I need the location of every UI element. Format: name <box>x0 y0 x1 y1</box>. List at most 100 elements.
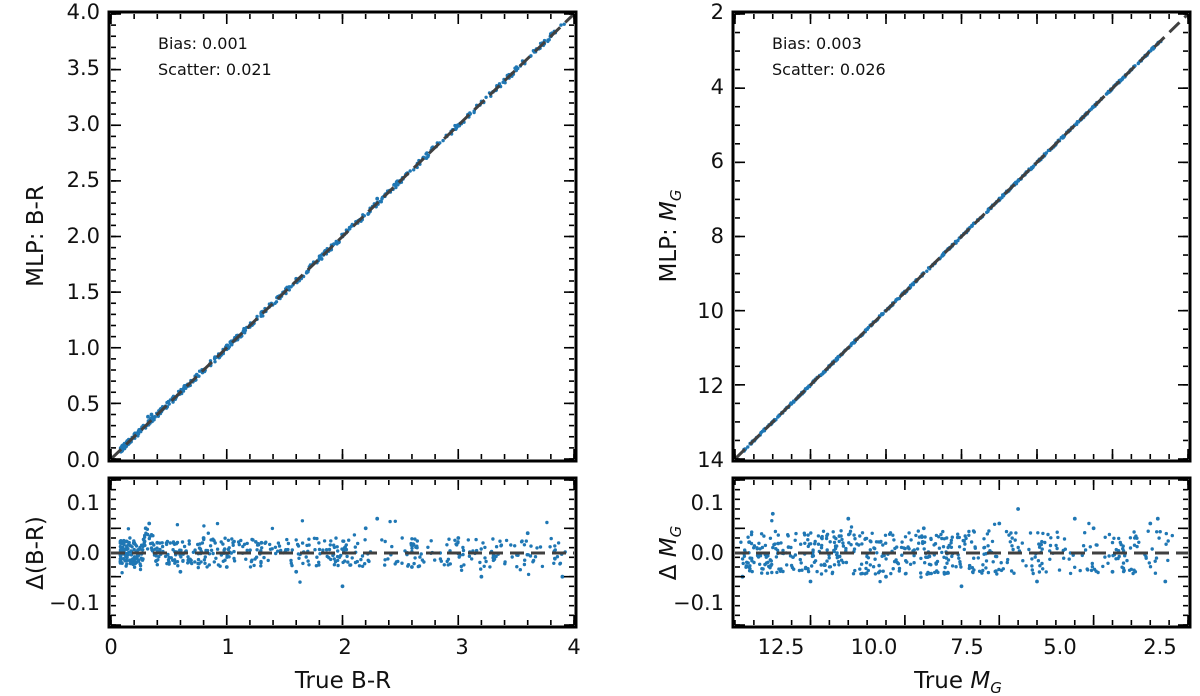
data-point <box>528 554 533 558</box>
data-point <box>858 567 862 571</box>
data-point <box>341 539 345 543</box>
data-point <box>791 399 796 404</box>
data-point <box>181 386 186 391</box>
data-point <box>215 547 220 551</box>
data-point <box>816 534 821 538</box>
data-point <box>138 567 143 572</box>
data-point <box>125 562 129 566</box>
data-point <box>1123 554 1127 558</box>
data-point <box>927 554 931 558</box>
data-point <box>917 535 922 539</box>
data-point <box>126 527 131 531</box>
data-point <box>1039 542 1044 547</box>
data-point <box>503 81 507 85</box>
data-point <box>1030 557 1034 561</box>
data-point <box>1110 540 1115 545</box>
data-point <box>781 569 785 574</box>
data-point <box>1005 560 1009 565</box>
data-point <box>128 561 133 566</box>
data-point <box>289 558 293 563</box>
data-point <box>852 547 857 551</box>
data-point <box>828 565 833 569</box>
data-point <box>792 567 796 571</box>
data-point <box>186 561 190 565</box>
data-point <box>334 536 338 540</box>
data-point <box>393 519 397 523</box>
data-point <box>905 560 909 564</box>
data-point <box>1055 530 1059 534</box>
data-point <box>187 539 191 543</box>
data-point <box>949 538 954 542</box>
data-point <box>1083 548 1088 552</box>
data-point <box>352 533 357 537</box>
data-point <box>119 539 123 543</box>
data-point <box>1090 561 1095 566</box>
data-point <box>1020 541 1024 545</box>
data-point <box>1035 579 1039 584</box>
data-point <box>1107 532 1112 537</box>
data-point <box>228 341 233 345</box>
data-point <box>119 556 123 560</box>
data-point <box>120 445 124 449</box>
data-point <box>559 23 563 27</box>
data-point <box>1085 567 1089 571</box>
data-point <box>456 536 461 540</box>
data-point <box>760 571 764 575</box>
data-point <box>165 400 169 405</box>
data-point <box>433 558 437 562</box>
data-point <box>1031 571 1035 576</box>
data-point <box>327 556 331 560</box>
data-point <box>955 535 960 540</box>
data-point <box>386 557 390 561</box>
data-point <box>1121 561 1126 565</box>
data-point <box>750 530 754 534</box>
data-point <box>171 540 176 544</box>
data-point <box>1056 535 1060 540</box>
data-point <box>129 549 133 553</box>
data-point <box>255 548 259 552</box>
data-point <box>158 547 162 552</box>
data-point <box>827 556 831 560</box>
data-point <box>203 561 207 565</box>
data-point <box>746 535 750 539</box>
data-point <box>982 537 986 541</box>
data-point <box>429 539 433 543</box>
data-point <box>1004 529 1009 534</box>
data-point <box>851 572 856 576</box>
data-point <box>873 572 878 576</box>
data-point <box>118 544 123 549</box>
data-point <box>259 540 264 545</box>
data-point <box>1010 544 1014 548</box>
data-point <box>522 562 527 567</box>
data-point <box>173 561 177 565</box>
data-point <box>949 541 953 545</box>
data-point <box>232 559 237 563</box>
data-point <box>774 555 779 559</box>
data-point <box>1036 559 1041 563</box>
data-point <box>769 559 773 563</box>
data-point <box>392 182 397 187</box>
data-point <box>208 544 213 548</box>
data-point <box>287 288 291 292</box>
data-point <box>270 526 275 531</box>
data-point <box>169 556 173 560</box>
data-point <box>788 554 793 558</box>
data-point <box>789 545 793 550</box>
data-point <box>747 540 752 544</box>
data-point <box>841 541 845 545</box>
data-point <box>350 556 354 560</box>
data-point <box>276 541 281 545</box>
data-point <box>211 551 215 556</box>
data-point <box>164 542 169 547</box>
data-point <box>515 565 519 569</box>
data-point <box>296 544 301 548</box>
data-point <box>906 545 910 549</box>
data-point <box>155 563 159 567</box>
data-point <box>1163 579 1168 584</box>
data-point <box>860 531 865 535</box>
data-point <box>145 527 150 531</box>
data-point <box>335 545 339 549</box>
data-point <box>949 545 954 549</box>
data-point <box>805 386 809 391</box>
data-point <box>1072 516 1077 521</box>
